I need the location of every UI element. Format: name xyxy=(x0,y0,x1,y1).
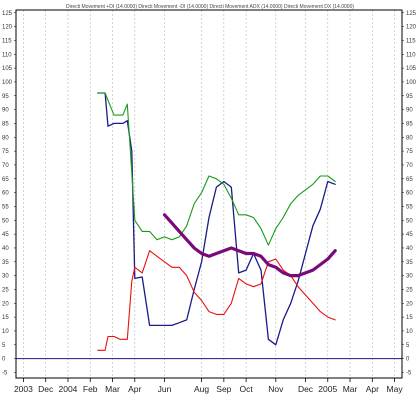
y-tick-label: -5 xyxy=(2,370,8,376)
y-tick-label-right: 105 xyxy=(406,66,417,72)
y-tick-label-right: 80 xyxy=(406,135,413,141)
y-tick-label-right: 85 xyxy=(406,121,413,127)
x-tick-label: Sep xyxy=(216,384,231,394)
y-tick-label-right: 60 xyxy=(406,191,413,197)
y-tick-label-right: 125 xyxy=(406,11,417,17)
y-tick-label-right: 10 xyxy=(406,329,413,335)
y-tick-label-right: 115 xyxy=(406,38,416,44)
series-line-1 xyxy=(97,92,336,346)
x-tick-label: Jun xyxy=(158,384,172,394)
y-tick-label-right: 100 xyxy=(406,80,417,86)
y-tick-label-right: 110 xyxy=(406,52,416,58)
y-tick-label: 20 xyxy=(2,301,9,307)
x-tick-label: 2003 xyxy=(14,384,33,394)
grid-layer xyxy=(23,10,395,378)
y-tick-label-right: 25 xyxy=(406,287,413,293)
y-tick-label: 115 xyxy=(2,38,12,44)
x-tick-label: Nov xyxy=(268,384,284,394)
y-tick-label-right: 45 xyxy=(406,232,413,238)
y-tick-label: 55 xyxy=(2,204,9,210)
x-tick-label: Feb xyxy=(83,384,98,394)
y-tick-label: 80 xyxy=(2,135,9,141)
x-tick-label: 2004 xyxy=(59,384,78,394)
y-tick-label-right: 90 xyxy=(406,108,413,114)
y-tick-label: 40 xyxy=(2,246,9,252)
y-tick-label: 90 xyxy=(2,108,9,114)
y-tick-label: 50 xyxy=(2,218,9,224)
x-tick-label: Dec xyxy=(298,384,314,394)
y-tick-label: 45 xyxy=(2,232,9,238)
y-tick-label-right: 70 xyxy=(406,163,413,169)
x-axis: 2003 Dec 2004 Feb Mar Apr Jun Aug Sep Oct Nov Dec 20… xyxy=(14,378,403,394)
y-tick-label: 30 xyxy=(2,274,9,280)
y-tick-label-right: 65 xyxy=(406,177,413,183)
series-line-2 xyxy=(97,92,336,246)
x-tick-label: Mar xyxy=(343,384,358,394)
y-tick-label: 0 xyxy=(2,357,6,363)
x-tick-label: Mar xyxy=(105,384,120,394)
y-tick-label: 105 xyxy=(2,66,13,72)
y-tick-label-right: 55 xyxy=(406,204,413,210)
series-line-3 xyxy=(97,250,336,351)
y-tick-label: 15 xyxy=(2,315,9,321)
y-tick-label: 65 xyxy=(2,177,9,183)
y-tick-label: 125 xyxy=(2,11,13,17)
x-tick-label: Oct xyxy=(239,384,253,394)
y-tick-label-right: 20 xyxy=(406,301,413,307)
y-tick-label: 100 xyxy=(2,80,13,86)
y-tick-label-right: 35 xyxy=(406,260,413,266)
y-tick-label-right: 95 xyxy=(406,94,413,100)
y-tick-label-right: 15 xyxy=(406,315,413,321)
y-tick-label-right: 120 xyxy=(406,25,417,31)
y-tick-label: 10 xyxy=(2,329,9,335)
y-tick-label: 5 xyxy=(2,343,6,349)
y-tick-label: 95 xyxy=(2,94,9,100)
y-tick-label-right: 40 xyxy=(406,246,413,252)
y-tick-label: 70 xyxy=(2,163,9,169)
chart-title: Directi Movement +DI (14.0000) Directi M… xyxy=(66,4,354,10)
y-tick-label-right: -5 xyxy=(406,370,412,376)
y-tick-label: 60 xyxy=(2,191,9,197)
x-tick-label: Apr xyxy=(366,384,379,394)
x-tick-label: Aug xyxy=(194,384,209,394)
plot-frame xyxy=(15,9,403,379)
x-tick-label: May xyxy=(387,384,404,394)
y-axis-right: -5 0 5 10 15 20 25 30 35 40 45 50 55 60 65 70 75 80 85 90 95… xyxy=(402,11,417,376)
x-tick-label: Dec xyxy=(38,384,54,394)
series-layer xyxy=(16,92,402,360)
y-tick-label-right: 75 xyxy=(406,149,413,155)
y-tick-label: 75 xyxy=(2,149,9,155)
y-axis-left: -5 0 5 10 15 20 25 30 35 40 45 50 55 60 65 70 75 80 85 90 95… xyxy=(2,11,16,376)
y-tick-label-right: 50 xyxy=(406,218,413,224)
y-tick-label: 120 xyxy=(2,25,13,31)
series-line-4 xyxy=(162,213,337,278)
x-tick-label: 2005 xyxy=(318,384,337,394)
y-tick-label: 35 xyxy=(2,260,9,266)
y-tick-label-right: 30 xyxy=(406,274,413,280)
y-tick-label: 25 xyxy=(2,287,9,293)
x-tick-label: Apr xyxy=(128,384,141,394)
y-tick-label-right: 5 xyxy=(406,343,410,349)
y-tick-label: 110 xyxy=(2,52,12,58)
y-tick-label-right: 0 xyxy=(406,357,410,363)
y-tick-label: 85 xyxy=(2,121,9,127)
